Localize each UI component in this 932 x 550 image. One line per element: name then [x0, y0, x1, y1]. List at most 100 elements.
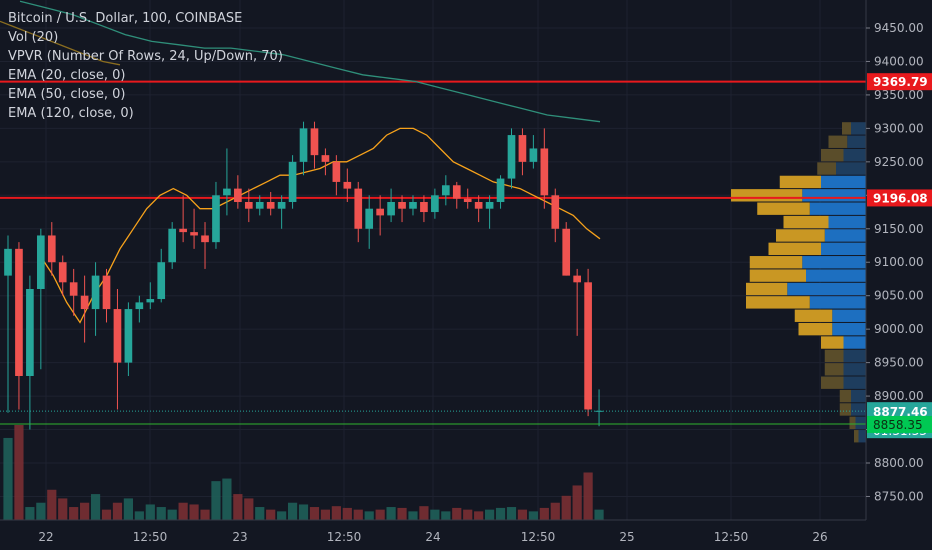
- volume-bar: [233, 494, 243, 520]
- candle-body: [518, 135, 527, 162]
- price-tick-label: 8750.00: [874, 489, 924, 503]
- volume-bar: [90, 494, 101, 520]
- price-tick-label: 8950.00: [874, 356, 924, 370]
- level-price-tag: 9369.79: [873, 75, 928, 89]
- candle-body: [529, 148, 538, 162]
- ema-20-line: [39, 127, 601, 324]
- volume-bar: [463, 509, 473, 520]
- indicator-ema-20[interactable]: EMA (20, close, 0): [8, 68, 126, 83]
- vpvr-bar-up: [858, 430, 866, 443]
- vpvr-bar-up: [843, 148, 866, 162]
- candle-body: [452, 185, 461, 199]
- candle-body: [354, 188, 363, 229]
- volume-bar: [200, 509, 210, 520]
- volume-bar: [561, 495, 571, 520]
- vpvr-bar-down: [749, 256, 803, 269]
- volume-bar: [441, 511, 451, 520]
- vpvr-bar-down: [824, 363, 844, 376]
- volume-bar: [408, 511, 418, 520]
- price-tick-label: 8800.00: [874, 456, 924, 470]
- candle-body: [332, 161, 341, 182]
- volume-bar: [474, 511, 484, 520]
- price-tick-label: 9050.00: [874, 289, 924, 303]
- candle-body: [398, 202, 406, 209]
- volume-bar: [353, 509, 363, 520]
- volume-bar: [419, 506, 429, 520]
- candle-body: [91, 275, 100, 310]
- indicator-volume[interactable]: Vol (20): [8, 30, 59, 45]
- vpvr-bar-down: [842, 122, 851, 135]
- volume-bar: [485, 509, 495, 520]
- vpvr-bar-up: [851, 403, 866, 416]
- current-price-tag: 8877.46: [873, 405, 928, 419]
- secondary-price-tag: 8858.35: [873, 418, 923, 432]
- volume-bar: [36, 502, 46, 520]
- candle-body: [376, 208, 384, 216]
- candle-body: [584, 282, 592, 410]
- candle-body: [277, 202, 286, 209]
- candle-body: [201, 235, 209, 243]
- indicator-ema-50[interactable]: EMA (50, close, 0): [8, 87, 126, 102]
- candle-body: [441, 185, 450, 196]
- time-tick-label: 26: [812, 530, 827, 544]
- vpvr-bar-down: [821, 148, 844, 162]
- vpvr-bar-up: [806, 269, 866, 282]
- vpvr-bar-up: [824, 229, 866, 242]
- candle-body: [244, 202, 253, 209]
- volume-bar: [495, 507, 506, 520]
- volume-bar: [80, 502, 90, 520]
- time-tick-label: 25: [619, 530, 634, 544]
- secondary-price-tag-bg: [867, 415, 932, 433]
- volume-bar: [25, 507, 35, 520]
- vpvr-bar-down: [821, 336, 844, 349]
- price-axis: [866, 0, 932, 550]
- vpvr-bar-up: [836, 162, 866, 175]
- price-tick-label: 9000.00: [874, 322, 924, 336]
- candle-body: [135, 302, 144, 310]
- indicator-ema-120[interactable]: EMA (120, close, 0): [8, 106, 134, 121]
- candle-body: [409, 202, 417, 209]
- vpvr-bar-down: [839, 389, 851, 403]
- candle-body: [595, 410, 603, 412]
- price-tick-label: 9250.00: [874, 155, 924, 169]
- vpvr-bar-up: [832, 322, 866, 336]
- vpvr-bar-up: [802, 256, 866, 269]
- volume-bar: [101, 509, 112, 520]
- candle-body: [420, 202, 428, 213]
- vpvr-bar-down: [757, 202, 810, 215]
- price-tick-label: 9300.00: [874, 121, 924, 135]
- volume-bar: [244, 498, 254, 520]
- vpvr-bar-down: [821, 376, 844, 389]
- vpvr-bar-down: [794, 309, 833, 322]
- vpvr-bar-up: [847, 135, 866, 148]
- ema-120-line: [0, 20, 121, 66]
- vpvr-bar-down: [768, 242, 821, 256]
- candle-body: [212, 195, 220, 243]
- volume-bar: [364, 511, 374, 520]
- candle-body: [146, 299, 155, 303]
- time-tick-label: 24: [425, 530, 440, 544]
- volume-bar: [14, 425, 24, 520]
- vpvr-bar-up: [843, 349, 866, 363]
- symbol-title[interactable]: Bitcoin / U.S. Dollar, 100, COINBASE: [8, 11, 243, 26]
- volume-bar: [69, 507, 79, 520]
- volume-bar: [298, 504, 309, 520]
- time-tick-label: 22: [38, 530, 53, 544]
- vpvr-bar-down: [798, 322, 833, 336]
- level-price-tag-bg: [867, 189, 932, 207]
- vpvr-bar-down: [746, 282, 788, 296]
- candle-body: [113, 309, 122, 363]
- candle-body: [474, 202, 483, 209]
- volume-bar: [178, 502, 188, 520]
- price-tick-label: 9400.00: [874, 54, 924, 68]
- volume-bar: [3, 437, 13, 520]
- volume-bar: [506, 507, 517, 520]
- candle-body: [562, 228, 571, 276]
- candle-body: [190, 232, 198, 236]
- chart-legend: Bitcoin / U.S. Dollar, 100, COINBASE Vol…: [8, 9, 283, 123]
- vpvr-bar-up: [851, 122, 866, 135]
- candle-body: [179, 228, 187, 233]
- indicator-vpvr[interactable]: VPVR (Number Of Rows, 24, Up/Down, 70): [8, 49, 283, 64]
- price-tick-label: 9150.00: [874, 222, 924, 236]
